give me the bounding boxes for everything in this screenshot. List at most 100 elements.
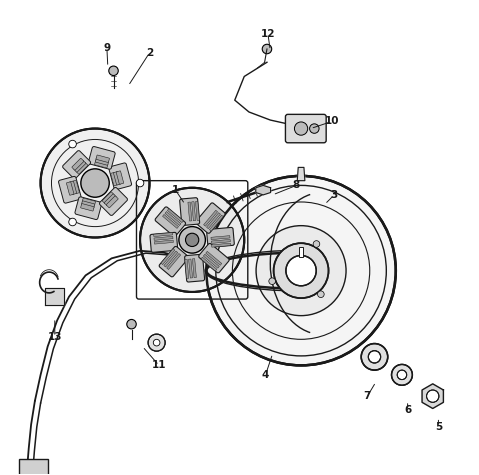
Polygon shape: [422, 384, 444, 408]
FancyBboxPatch shape: [94, 161, 108, 168]
Circle shape: [69, 140, 76, 148]
Text: 7: 7: [364, 391, 371, 401]
Circle shape: [274, 243, 329, 298]
FancyBboxPatch shape: [209, 215, 223, 231]
FancyBboxPatch shape: [162, 214, 179, 228]
FancyBboxPatch shape: [150, 232, 178, 252]
Circle shape: [427, 390, 439, 402]
Polygon shape: [46, 288, 64, 305]
FancyBboxPatch shape: [211, 236, 230, 239]
Circle shape: [368, 351, 381, 363]
Text: 11: 11: [152, 361, 166, 370]
FancyBboxPatch shape: [67, 182, 74, 195]
Text: 4: 4: [262, 370, 269, 380]
Circle shape: [262, 44, 272, 54]
FancyBboxPatch shape: [80, 204, 94, 211]
FancyBboxPatch shape: [188, 202, 192, 221]
FancyBboxPatch shape: [75, 197, 102, 219]
FancyBboxPatch shape: [89, 146, 115, 169]
Circle shape: [295, 122, 308, 135]
Circle shape: [127, 319, 136, 329]
FancyBboxPatch shape: [154, 237, 173, 240]
FancyBboxPatch shape: [76, 162, 88, 174]
FancyBboxPatch shape: [199, 243, 229, 273]
Circle shape: [313, 241, 320, 247]
Text: 8: 8: [293, 180, 300, 190]
FancyBboxPatch shape: [201, 257, 217, 271]
FancyBboxPatch shape: [72, 158, 84, 170]
FancyBboxPatch shape: [161, 248, 175, 265]
Circle shape: [148, 334, 165, 351]
Text: 1: 1: [172, 185, 179, 195]
FancyBboxPatch shape: [211, 239, 230, 243]
Circle shape: [269, 278, 275, 285]
FancyBboxPatch shape: [159, 247, 189, 277]
Circle shape: [391, 364, 412, 385]
FancyBboxPatch shape: [114, 171, 121, 185]
Circle shape: [81, 169, 109, 197]
Text: 10: 10: [325, 116, 339, 126]
FancyBboxPatch shape: [96, 155, 109, 162]
FancyBboxPatch shape: [58, 176, 81, 203]
Circle shape: [153, 339, 160, 346]
FancyBboxPatch shape: [69, 181, 77, 194]
FancyBboxPatch shape: [102, 192, 114, 204]
FancyBboxPatch shape: [285, 114, 326, 143]
FancyBboxPatch shape: [82, 198, 95, 206]
Circle shape: [109, 66, 118, 76]
FancyBboxPatch shape: [106, 196, 118, 208]
FancyBboxPatch shape: [167, 254, 181, 269]
FancyBboxPatch shape: [154, 233, 173, 237]
FancyBboxPatch shape: [74, 160, 86, 172]
FancyBboxPatch shape: [109, 163, 132, 190]
Circle shape: [206, 176, 396, 365]
Text: 9: 9: [103, 43, 111, 53]
Text: 12: 12: [261, 29, 275, 39]
FancyBboxPatch shape: [206, 213, 220, 228]
Text: 2: 2: [146, 48, 153, 58]
FancyBboxPatch shape: [165, 211, 181, 226]
Circle shape: [69, 218, 76, 226]
Bar: [299, 247, 303, 257]
FancyBboxPatch shape: [203, 254, 219, 268]
FancyBboxPatch shape: [111, 172, 118, 186]
FancyBboxPatch shape: [192, 202, 196, 221]
Circle shape: [309, 124, 319, 133]
Polygon shape: [256, 185, 271, 195]
FancyBboxPatch shape: [63, 151, 91, 179]
Circle shape: [185, 233, 199, 247]
Circle shape: [361, 343, 388, 370]
FancyBboxPatch shape: [154, 240, 173, 244]
FancyBboxPatch shape: [212, 243, 231, 247]
Text: 5: 5: [435, 422, 442, 432]
Circle shape: [179, 227, 205, 253]
FancyBboxPatch shape: [167, 209, 183, 223]
Circle shape: [140, 188, 244, 292]
FancyBboxPatch shape: [193, 259, 196, 278]
Circle shape: [286, 256, 316, 286]
FancyBboxPatch shape: [100, 188, 127, 216]
Circle shape: [397, 370, 407, 380]
FancyBboxPatch shape: [185, 259, 189, 278]
FancyBboxPatch shape: [206, 228, 234, 247]
Text: 3: 3: [331, 190, 338, 200]
FancyBboxPatch shape: [180, 198, 200, 226]
FancyBboxPatch shape: [184, 254, 205, 282]
FancyBboxPatch shape: [189, 259, 193, 278]
FancyBboxPatch shape: [72, 180, 80, 194]
FancyBboxPatch shape: [155, 207, 186, 237]
Circle shape: [318, 291, 324, 297]
Polygon shape: [297, 167, 305, 180]
FancyBboxPatch shape: [19, 459, 48, 475]
FancyBboxPatch shape: [116, 171, 124, 184]
FancyBboxPatch shape: [104, 194, 116, 206]
FancyBboxPatch shape: [206, 251, 222, 266]
FancyBboxPatch shape: [195, 203, 225, 233]
Text: 13: 13: [47, 332, 62, 342]
Text: 6: 6: [404, 405, 411, 415]
Circle shape: [41, 129, 149, 238]
FancyBboxPatch shape: [204, 210, 217, 226]
Circle shape: [256, 226, 346, 316]
FancyBboxPatch shape: [81, 201, 95, 209]
Circle shape: [136, 179, 144, 187]
